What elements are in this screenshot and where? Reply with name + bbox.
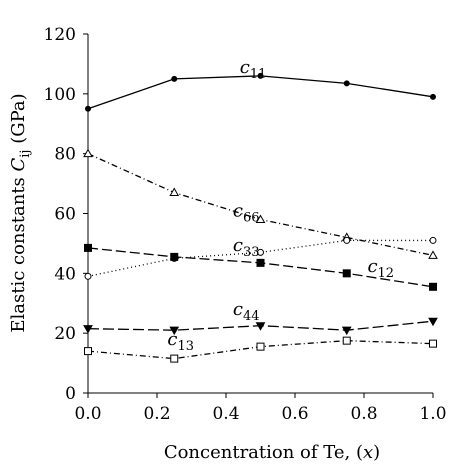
data-point	[430, 93, 436, 100]
data-point	[429, 282, 437, 291]
series-c11	[85, 72, 436, 112]
data-point	[83, 148, 93, 158]
data-point	[169, 187, 180, 197]
data-point	[428, 250, 438, 259]
y-tick-label: 60	[54, 205, 76, 225]
x-tick-label: 0.6	[281, 404, 308, 424]
series-c12	[84, 243, 437, 291]
data-point	[84, 243, 92, 252]
x-tick-label: 0.0	[74, 404, 101, 424]
series-label-c11: c11	[240, 57, 267, 82]
data-point	[170, 354, 179, 363]
data-point	[170, 252, 179, 261]
series-label-c66: c66	[233, 200, 260, 225]
y-tick-label: 100	[44, 85, 76, 105]
x-axis-title: Concentration of Te, (x)	[164, 442, 380, 463]
data-point	[428, 317, 438, 327]
data-point	[85, 105, 91, 112]
data-point	[255, 214, 266, 223]
series-label-c12: c12	[367, 256, 394, 281]
series-c13	[84, 336, 437, 363]
x-tick-label: 0.4	[212, 404, 239, 424]
data-point	[429, 339, 437, 348]
x-tick-label: 0.8	[350, 404, 377, 424]
data-point	[257, 248, 264, 256]
y-tick-label: 20	[54, 324, 76, 344]
series-labels: c11 c66 c33 c12 c44 c13	[167, 57, 394, 354]
series-c66	[83, 148, 438, 259]
data-point	[343, 236, 351, 244]
y-tick-label: 40	[54, 264, 76, 284]
data-point	[342, 269, 351, 278]
y-tick-label: 120	[44, 25, 76, 45]
y-axis-title: Elastic constants Cij (GPa)	[8, 93, 33, 332]
axes: 0 20 40 60 80 100 120 0.0 0.2 0.4 0.6 0.8 1.0	[44, 25, 447, 424]
y-tick-label: 80	[54, 145, 76, 165]
y-tick-label: 0	[65, 384, 76, 404]
series-label-c33: c33	[233, 235, 260, 260]
data-point	[171, 75, 178, 82]
series-layer	[83, 72, 438, 363]
series-label-c13: c13	[167, 329, 194, 354]
data-point	[342, 336, 351, 345]
data-point	[169, 326, 180, 336]
data-point	[429, 236, 437, 244]
data-point	[257, 72, 264, 79]
data-point	[256, 342, 265, 351]
x-tick-label: 1.0	[419, 404, 446, 424]
data-point	[341, 326, 352, 336]
series-c44	[83, 317, 438, 336]
data-point	[83, 325, 93, 334]
data-point	[343, 80, 350, 87]
x-tick-label: 0.2	[143, 404, 170, 424]
series-label-c44: c44	[233, 299, 260, 324]
data-point	[84, 272, 92, 280]
data-point	[84, 347, 92, 356]
data-point	[256, 258, 265, 267]
data-point	[255, 322, 266, 331]
